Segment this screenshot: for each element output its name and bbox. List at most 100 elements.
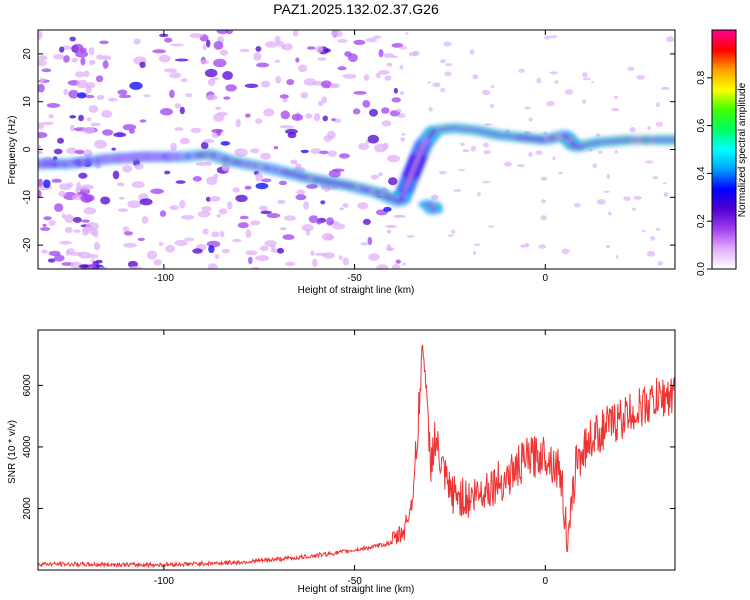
snr-series-line — [38, 344, 675, 569]
snr-ylabel: SNR (10 * v/v) — [7, 420, 18, 484]
noise-speck — [38, 144, 42, 153]
ridge-blob — [640, 138, 645, 142]
noise-speck — [472, 250, 477, 255]
ridge-blob — [106, 157, 111, 161]
noise-speck — [248, 256, 253, 265]
noise-speck — [552, 156, 556, 161]
noise-speck — [206, 176, 218, 185]
noise-speck — [153, 259, 163, 266]
noise-speck — [399, 45, 408, 50]
noise-speck — [615, 255, 619, 259]
noise-speck — [245, 229, 252, 238]
ridge-blob — [212, 154, 217, 157]
ridge-blob — [332, 181, 337, 185]
noise-speck — [564, 89, 574, 95]
noise-speck — [338, 255, 343, 261]
ridge-blob — [390, 197, 395, 200]
noise-speck — [321, 96, 327, 104]
noise-speck — [536, 77, 542, 84]
noise-speck — [655, 121, 664, 127]
ridge-blob — [366, 189, 372, 192]
noise-speck — [85, 82, 96, 89]
noise-speck — [205, 196, 211, 202]
noise-speck — [42, 121, 54, 126]
noise-speck — [94, 139, 107, 149]
noise-speck — [139, 198, 153, 206]
ridge-blob — [430, 205, 435, 208]
noise-speck — [203, 139, 215, 143]
ridge-blob — [173, 155, 178, 158]
noise-speck — [235, 194, 248, 203]
noise-speck — [185, 93, 193, 98]
noise-speck — [663, 182, 667, 185]
noise-speck — [62, 45, 72, 50]
noise-speck — [282, 43, 293, 51]
ridge-blob — [161, 155, 167, 158]
ridge-blob — [386, 196, 392, 199]
noise-speck — [476, 192, 481, 197]
noise-speck — [606, 173, 610, 179]
noise-speck — [582, 77, 591, 81]
noise-speck — [581, 72, 588, 78]
ridge-blob — [667, 138, 672, 142]
ridge-blob — [301, 175, 306, 179]
x-tick-label: -50 — [347, 576, 362, 587]
heatmap-layer — [38, 30, 675, 269]
noise-speck — [301, 224, 314, 232]
noise-speck — [320, 80, 332, 89]
ridge-blob — [308, 177, 313, 180]
ridge-blob — [43, 162, 48, 165]
noise-speck — [237, 222, 249, 229]
ridge-blob — [578, 144, 584, 148]
noise-speck — [282, 234, 295, 240]
ridge-blob — [280, 170, 285, 173]
noise-speck — [53, 254, 65, 262]
y-tick-label: -20 — [22, 237, 33, 252]
noise-speck — [89, 59, 94, 66]
ridge-blob — [356, 186, 361, 190]
noise-speck — [86, 117, 92, 122]
ridge-blob — [225, 158, 230, 162]
noise-speck — [260, 152, 272, 160]
noise-speck — [71, 57, 78, 63]
noise-speck — [68, 89, 79, 99]
noise-speck — [338, 153, 350, 159]
noise-speck — [99, 40, 109, 45]
noise-speck — [47, 258, 56, 263]
noise-speck — [631, 207, 636, 211]
ridge-blob — [102, 158, 108, 161]
noise-speck — [59, 46, 65, 53]
noise-speck — [192, 176, 202, 182]
ridge-blob — [439, 128, 444, 131]
noise-speck — [184, 237, 195, 242]
ridge-blob — [632, 138, 638, 142]
ridge-blob — [655, 138, 660, 142]
noise-speck — [80, 57, 86, 66]
noise-speck — [244, 83, 259, 89]
colorbar-tick-label: 0.8 — [696, 70, 707, 84]
noise-speck — [362, 218, 371, 225]
noise-speck — [322, 115, 328, 122]
ridge-blob — [530, 137, 536, 140]
noise-speck — [86, 253, 99, 259]
noise-speck — [131, 181, 145, 189]
noise-speck — [225, 30, 234, 35]
ridge-blob — [470, 128, 476, 132]
noise-speck — [327, 150, 337, 158]
noise-speck — [220, 49, 229, 56]
noise-speck — [325, 234, 334, 241]
noise-speck — [102, 60, 109, 69]
colorbar: 0.0 0.2 0.4 0.6 0.8 Normalized spectral ampl… — [696, 29, 748, 276]
noise-speck — [170, 142, 177, 152]
noise-speck — [223, 96, 231, 100]
ridge-blob — [603, 140, 609, 143]
noise-speck — [645, 160, 654, 164]
noise-speck — [53, 54, 65, 60]
noise-speck — [170, 43, 184, 47]
noise-speck — [139, 61, 146, 68]
ridge-blob — [424, 138, 430, 142]
noise-speck — [544, 35, 551, 40]
ridge-blob — [349, 185, 355, 188]
ridge-blob — [589, 142, 594, 145]
ridge-blob — [555, 135, 560, 139]
